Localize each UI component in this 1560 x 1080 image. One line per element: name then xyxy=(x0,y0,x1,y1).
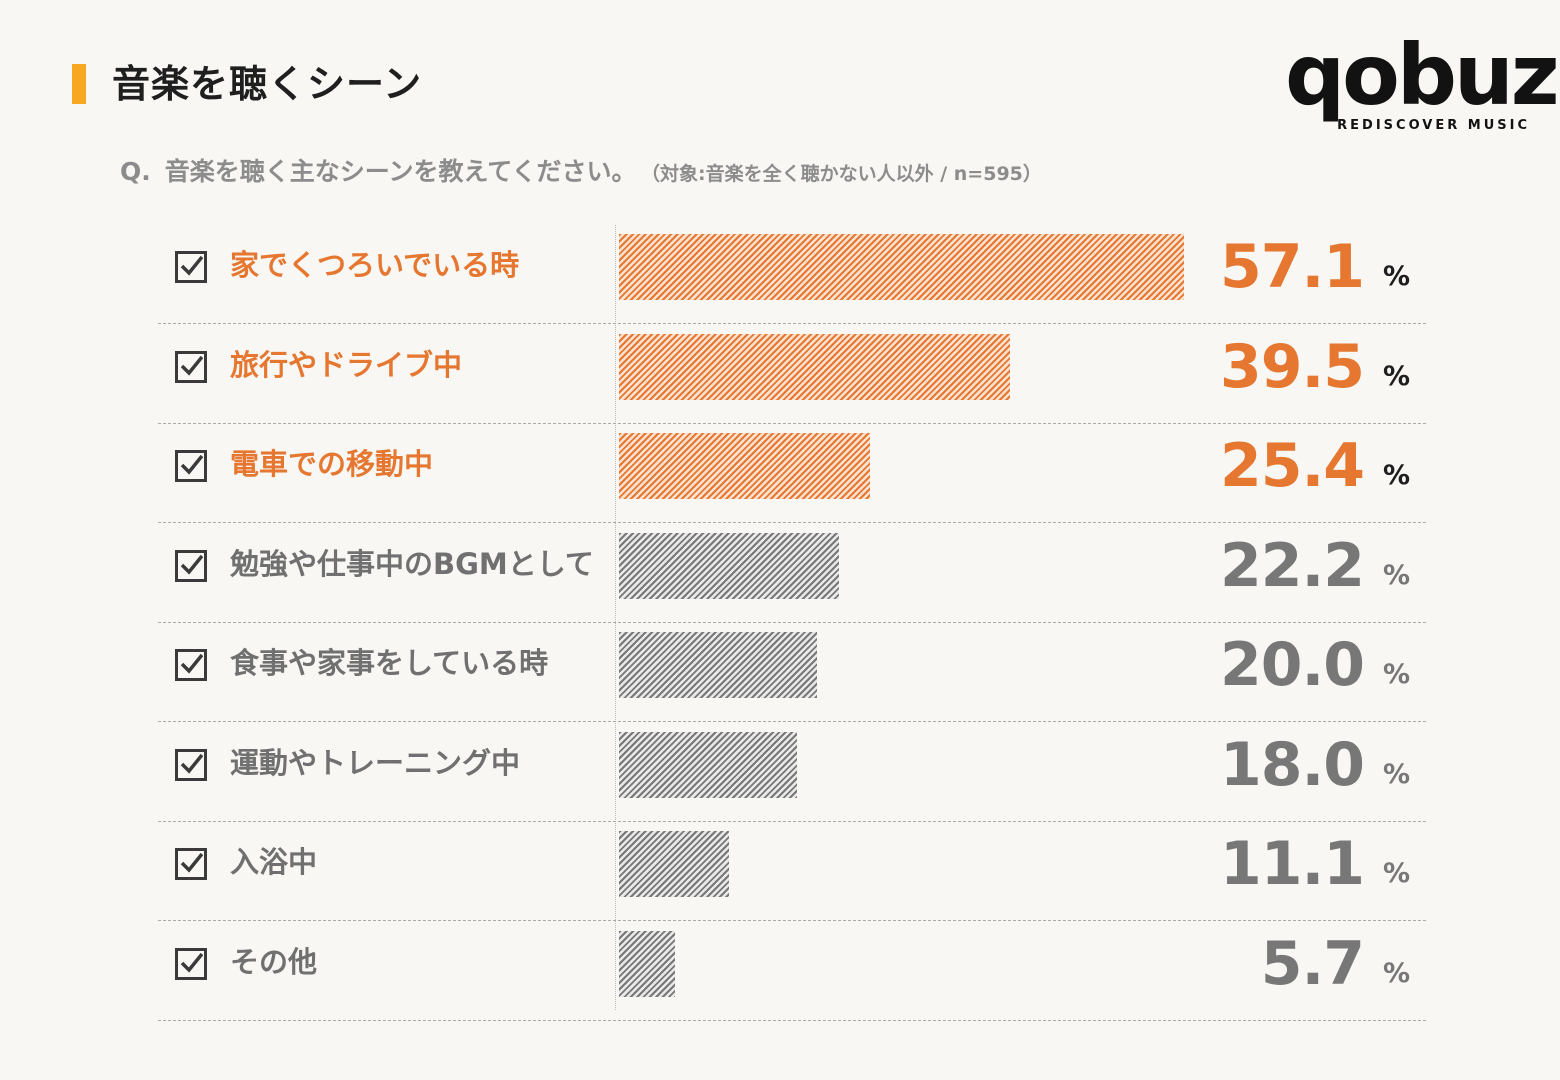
category-label: 勉強や仕事中のBGMとして xyxy=(230,546,594,581)
bar xyxy=(619,831,729,897)
bar xyxy=(619,930,676,997)
value-label: 18.0 xyxy=(1219,729,1365,800)
category-label: 旅行やドライブ中 xyxy=(230,347,463,382)
percent-unit: % xyxy=(1382,758,1410,790)
chart-row: 電車での移動中 25.4% xyxy=(158,424,1426,523)
category-label: 家でくつろいでいる時 xyxy=(230,248,520,282)
percent-unit: % xyxy=(1382,460,1410,491)
category-label: 食事や家事をしている時 xyxy=(230,646,549,680)
chart-row: 旅行やドライブ中 39.5% xyxy=(158,325,1426,424)
survey-question: Q. 音楽を聴く主なシーンを教えてください。 （対象:音楽を全く聴かない人以外 / … xyxy=(120,152,1042,194)
checkbox-checked-icon xyxy=(175,748,207,781)
chart-row: 家でくつろいでいる時 57.1% xyxy=(158,225,1426,324)
chart-row: 運動やトレーニング中 18.0% xyxy=(158,723,1426,822)
checkbox-checked-icon xyxy=(175,848,207,880)
bar xyxy=(619,433,871,499)
bar xyxy=(619,632,817,698)
percent-unit: % xyxy=(1382,957,1410,989)
title-accent-bar xyxy=(72,64,86,104)
bar-chart: 家でくつろいでいる時 57.1% 旅行やドライブ中 39.5% 電車での移動中 25.4%… xyxy=(158,225,1426,1021)
checkbox-checked-icon xyxy=(175,549,207,582)
value-label: 20.0 xyxy=(1219,630,1365,700)
checkbox-checked-icon xyxy=(175,649,207,681)
checkbox-checked-icon xyxy=(175,350,207,383)
checkbox-checked-icon xyxy=(175,251,207,283)
chart-row: 入浴中 11.1% xyxy=(158,822,1426,921)
chart-row: その他 5.7% xyxy=(158,922,1426,1021)
category-label: その他 xyxy=(230,944,318,979)
page-title: 音楽を聴くシーン xyxy=(112,62,423,106)
value-label: 11.1 xyxy=(1219,829,1365,899)
checkbox-checked-icon xyxy=(175,947,207,980)
question-note: （対象:音楽を全く聴かない人以外 / n=595） xyxy=(650,163,1042,185)
logo-wordmark: qobuz xyxy=(1285,26,1560,124)
axis-baseline xyxy=(615,225,616,1010)
question-text: 音楽を聴く主なシーンを教えてください。 xyxy=(164,157,637,186)
question-mark: Q. xyxy=(120,157,151,186)
value-label: 25.4 xyxy=(1219,431,1365,501)
percent-unit: % xyxy=(1382,360,1410,392)
value-label: 22.2 xyxy=(1219,530,1365,601)
bar xyxy=(619,532,839,599)
chart-row: 勉強や仕事中のBGMとして 22.2% xyxy=(158,524,1426,623)
category-label: 入浴中 xyxy=(230,845,318,879)
logo-tagline: REDISCOVER MUSIC xyxy=(1337,118,1530,133)
value-label: 39.5 xyxy=(1219,331,1365,402)
value-label: 5.7 xyxy=(1260,928,1365,999)
checkbox-checked-icon xyxy=(175,450,207,482)
qobuz-logo: qobuz REDISCOVER MUSIC xyxy=(1285,26,1560,133)
bar xyxy=(619,731,798,798)
percent-unit: % xyxy=(1382,559,1410,591)
bar xyxy=(619,333,1011,400)
percent-unit: % xyxy=(1382,858,1410,889)
value-label: 57.1 xyxy=(1219,232,1365,302)
percent-unit: % xyxy=(1382,659,1410,690)
bar xyxy=(619,234,1185,300)
category-label: 運動やトレーニング中 xyxy=(230,745,521,780)
percent-unit: % xyxy=(1382,261,1410,292)
category-label: 電車での移動中 xyxy=(230,447,434,481)
chart-row: 食事や家事をしている時 20.0% xyxy=(158,623,1426,722)
